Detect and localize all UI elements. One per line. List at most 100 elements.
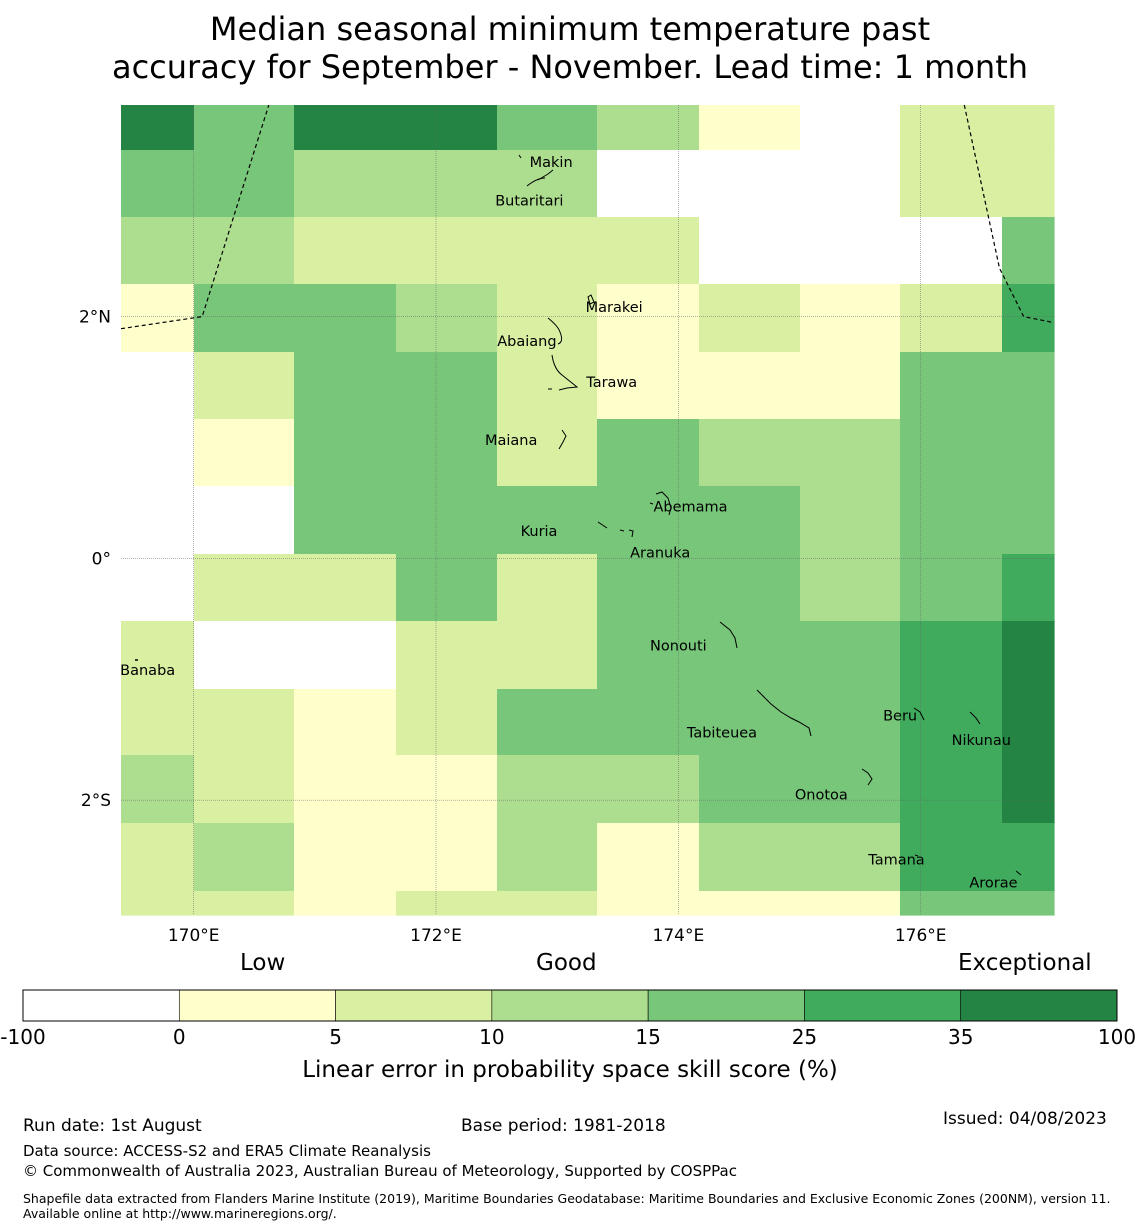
grid-cell [497, 486, 598, 555]
grid-cell [800, 284, 901, 353]
base-period: Base period: 1981-2018 [461, 1116, 666, 1136]
grid-cell [900, 150, 1003, 218]
grid-cell [194, 419, 295, 487]
issued-date: Issued: 04/08/2023 [943, 1109, 1107, 1129]
grid-cell [121, 284, 195, 353]
grid-cell [699, 352, 801, 420]
grid-cell [194, 486, 295, 555]
grid-cell [699, 823, 801, 892]
grid-cell [800, 150, 901, 218]
grid-cell [396, 217, 498, 285]
island-onotoa [861, 768, 873, 786]
copyright: © Commonwealth of Australia 2023, Austra… [23, 1162, 737, 1180]
grid-cell [294, 689, 397, 756]
grid-cell [699, 486, 801, 555]
grid-cell [121, 217, 195, 285]
grid-cell [699, 419, 801, 487]
island-tarawa [548, 354, 579, 391]
colorbar-bin [178, 989, 336, 1022]
grid-cell [194, 621, 295, 690]
grid-cell [121, 755, 195, 824]
colorbar-bin [804, 989, 962, 1022]
grid-cell [900, 755, 1003, 824]
grid-cell [294, 284, 397, 353]
grid-cell [396, 554, 498, 622]
grid-cell [294, 823, 397, 892]
place-label-aranuka: Aranuka [630, 546, 690, 562]
grid-cell [1002, 621, 1055, 690]
grid-cell [1002, 419, 1055, 487]
grid-cell [294, 419, 397, 487]
grid-cell [597, 554, 700, 622]
place-labels: Makin Butaritari Marakei Abaiang Tarawa Maian… [120, 155, 1017, 892]
colorbar-bin [22, 989, 180, 1022]
lat-tick-label: 0° [92, 549, 111, 569]
grid-cell [294, 621, 397, 690]
grid-cell [597, 621, 700, 690]
grid-cell [1002, 150, 1055, 218]
grid-cell [597, 105, 700, 151]
skill-map: Makin Butaritari Marakei Abaiang Tarawa Maian… [0, 104, 1136, 1083]
place-label-beru: Beru [883, 709, 917, 725]
grid-cell [396, 105, 498, 151]
grid-cell [1002, 554, 1055, 622]
shapefile-credit: Shapefile data extracted from Flanders M… [23, 1191, 1111, 1221]
grid-cell [121, 554, 195, 622]
grid-cell [699, 621, 801, 690]
grid-cell [800, 352, 901, 420]
grid-cell [800, 891, 901, 916]
grid-cell [497, 554, 598, 622]
colorbar-tick-label: -100 [0, 1025, 45, 1049]
grid-cell [597, 284, 700, 353]
grid-cell [396, 486, 498, 555]
grid-cell [800, 823, 901, 892]
grid-cell [1002, 823, 1055, 892]
grid-cell [194, 352, 295, 420]
place-label-onotoa: Onotoa [795, 787, 848, 803]
grid-cell [699, 554, 801, 622]
grid-cell [900, 486, 1003, 555]
place-label-abemama: Abemama [653, 500, 727, 516]
grid-cell [497, 150, 598, 218]
grid-cell [900, 284, 1003, 353]
grid-cell [121, 352, 195, 420]
grid-cell [597, 150, 700, 218]
island-tamana [914, 854, 919, 857]
map-title-line-1: Median seasonal minimum temperature past [209, 10, 931, 48]
colorbar-label: Linear error in probability space skill … [302, 1057, 838, 1083]
grid-cell [121, 891, 195, 916]
lat-tick-label: 2°N [79, 308, 111, 328]
place-label-nikunau: Nikunau [952, 733, 1011, 749]
colorbar-tick-label: 35 [948, 1025, 973, 1049]
grid-cell [194, 284, 295, 353]
map-title: Median seasonal minimum temperature past… [0, 10, 1140, 86]
place-label-tarawa: Tarawa [585, 375, 637, 391]
place-label-kuria: Kuria [521, 524, 558, 540]
grid-cell [699, 891, 801, 916]
grid-cell [194, 150, 295, 218]
skill-grid [121, 105, 1055, 916]
place-label-abaiang: Abaiang [497, 334, 556, 350]
island-nikunau [969, 711, 981, 725]
grid-cell [294, 150, 397, 218]
grid-cell [597, 689, 700, 756]
grid-cell [597, 823, 700, 892]
grid-cell [497, 891, 598, 916]
grid-cell [194, 217, 295, 285]
grid-cell [900, 891, 1003, 916]
grid-cell [900, 554, 1003, 622]
grid-cell [1002, 284, 1055, 353]
grid-cell [121, 823, 195, 892]
colorbar-bin [647, 989, 805, 1022]
grid-cell [699, 689, 801, 756]
grid-cell [1002, 352, 1055, 420]
island-butaritari [526, 177, 546, 187]
grid-cell [900, 217, 1003, 285]
place-label-nonouti: Nonouti [650, 639, 707, 655]
island-abemama [649, 491, 672, 516]
grid-cell [294, 891, 397, 916]
island-arorae [1015, 870, 1022, 876]
grid-cell [121, 621, 195, 690]
place-label-tabiteuea: Tabiteuea [686, 726, 757, 742]
grid-cell [1002, 689, 1055, 756]
